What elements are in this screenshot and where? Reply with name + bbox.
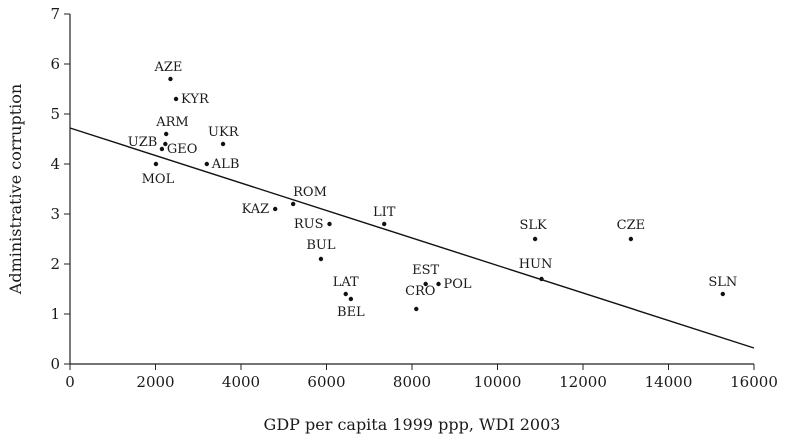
x-tick-label: 8000 (393, 373, 431, 391)
data-points: AZE KYR ARM UZB GEO UKR ALB MOL KAZ ROM RUS LIT BUL L… (128, 60, 737, 320)
data-point (382, 221, 387, 227)
point-label: CRO (405, 284, 435, 299)
data-point (173, 96, 179, 102)
x-tick-label: 16000 (730, 373, 778, 391)
y-tick-label: 5 (50, 105, 60, 123)
point-label: UKR (208, 125, 240, 140)
point-label: BEL (337, 305, 365, 320)
point-label: CZE (617, 218, 645, 233)
data-point (720, 291, 725, 297)
data-point (348, 296, 354, 302)
data-point (168, 76, 173, 82)
axes: 0 2000 4000 6000 8000 10000 12000 14000 16000 0 1 2… (50, 5, 777, 391)
y-tick-label: 3 (50, 205, 60, 223)
data-point (414, 306, 419, 312)
trend-line (69, 127, 755, 349)
point-label: EST (412, 263, 439, 278)
x-tick-label: 2000 (136, 373, 174, 391)
data-point (423, 281, 428, 287)
data-point (159, 146, 165, 152)
point-label: ARM (155, 115, 189, 130)
point-label: KAZ (242, 202, 270, 217)
trend-line-group (69, 127, 755, 349)
x-tick-label: 12000 (559, 373, 607, 391)
point-label: AZE (154, 60, 183, 75)
y-tick-label: 4 (50, 155, 60, 173)
x-tick-label: 6000 (307, 373, 345, 391)
point-label: KYR (181, 92, 210, 107)
data-point (343, 291, 348, 297)
point-label: LIT (373, 205, 396, 220)
point-label: UZB (128, 135, 158, 150)
data-point (163, 141, 168, 147)
y-tick-label: 1 (50, 305, 60, 323)
data-point (327, 221, 332, 227)
point-label: BUL (306, 238, 336, 253)
x-tick-label: 10000 (474, 373, 522, 391)
data-point (153, 161, 159, 167)
point-label: LAT (333, 275, 359, 290)
data-point (628, 236, 634, 242)
y-tick-label: 7 (50, 5, 60, 23)
data-point (220, 141, 226, 147)
point-label: RUS (294, 217, 324, 232)
data-point (204, 161, 209, 167)
data-point (163, 131, 169, 137)
point-label: ROM (293, 185, 327, 200)
x-tick-label: 4000 (222, 373, 260, 391)
x-tick-label: 14000 (645, 373, 693, 391)
point-label: MOL (142, 172, 175, 187)
data-point (318, 256, 324, 262)
data-point (436, 281, 441, 287)
y-axis-title: Administrative corruption (6, 84, 25, 295)
point-label: HUN (519, 257, 553, 272)
data-point (273, 206, 278, 212)
data-point (290, 201, 296, 207)
x-tick-label: 0 (65, 373, 75, 391)
point-label: SLN (708, 275, 737, 290)
y-tick-label: 6 (50, 55, 60, 73)
data-point (539, 276, 544, 282)
y-tick-label: 2 (50, 255, 60, 273)
point-label: SLK (519, 218, 547, 233)
point-label: GEO (167, 142, 198, 157)
data-point (532, 236, 538, 242)
point-label: ALB (211, 157, 240, 172)
point-label: POL (444, 277, 472, 292)
x-axis-title: GDP per capita 1999 ppp, WDI 2003 (264, 415, 561, 434)
y-tick-label: 0 (50, 355, 60, 373)
